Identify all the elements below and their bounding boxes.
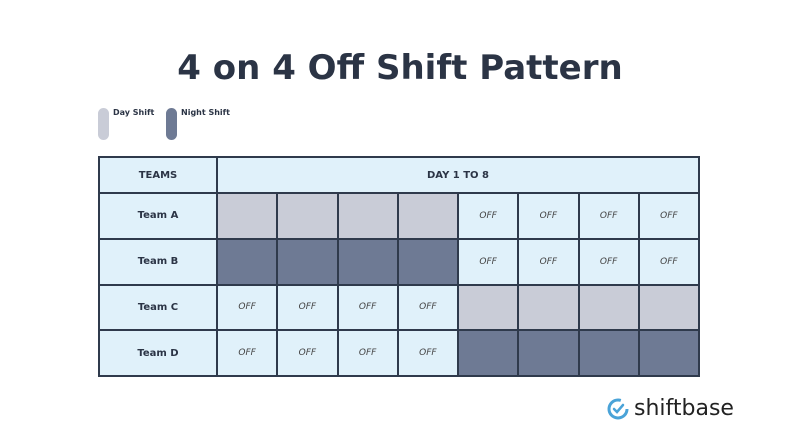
day-cell [215,192,279,240]
header-row: TEAMS DAY 1 TO 8 [98,156,700,194]
days-header: DAY 1 TO 8 [216,156,700,194]
night-cell [577,329,640,377]
day-cell [577,283,640,332]
team-label: Team C [98,283,218,332]
off-cell: OFF [276,329,339,377]
day-cell [276,192,339,240]
day-cell [396,192,460,240]
night-cell [637,329,701,377]
night-cell [396,237,460,286]
off-cell: OFF [215,283,279,332]
night-shift-swatch [166,108,177,140]
off-cell: OFF [577,192,640,240]
team-label: Team A [98,192,218,240]
off-cell: OFF [517,237,580,286]
off-cell: OFF [517,192,580,240]
day-cell [637,283,701,332]
night-cell [336,237,399,286]
day-cell [517,283,580,332]
legend-label: Night Shift [181,108,230,117]
clock-check-icon [607,398,629,419]
off-cell: OFF [577,237,640,286]
legend-night-shift: Night Shift [166,108,230,140]
night-cell [517,329,580,377]
off-cell: OFF [456,237,520,286]
brand-name: shiftbase [634,396,734,421]
table-row: Team A OFF OFF OFF OFF [98,192,701,240]
table-row: Team C OFF OFF OFF OFF [98,283,701,332]
legend-day-shift: Day Shift [98,108,154,140]
team-label: Team B [98,237,218,286]
off-cell: OFF [637,192,701,240]
day-cell [456,283,520,332]
day-shift-swatch [98,108,109,140]
teams-header: TEAMS [98,156,218,194]
shift-table: TEAMS DAY 1 TO 8 Team A OFF OFF OFF OFF Team … [98,156,701,377]
shiftbase-logo: shiftbase [606,396,734,421]
table-row: Team B OFF OFF OFF OFF [98,237,701,286]
night-cell [276,237,339,286]
off-cell: OFF [396,329,460,377]
night-cell [215,237,279,286]
off-cell: OFF [276,283,339,332]
night-cell [456,329,520,377]
off-cell: OFF [336,283,399,332]
table-row: Team D OFF OFF OFF OFF [98,329,701,377]
team-label: Team D [98,329,218,377]
off-cell: OFF [637,237,701,286]
off-cell: OFF [336,329,399,377]
legend-label: Day Shift [113,108,155,117]
page-title: 4 on 4 Off Shift Pattern [177,48,623,88]
day-cell [336,192,399,240]
off-cell: OFF [215,329,279,377]
off-cell: OFF [456,192,520,240]
off-cell: OFF [396,283,460,332]
